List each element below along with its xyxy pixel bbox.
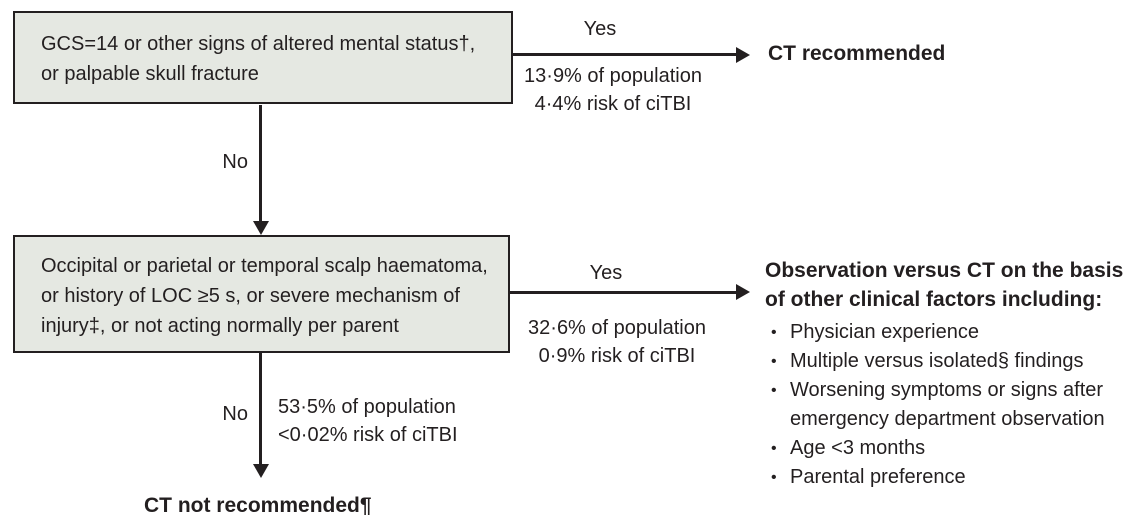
risk-stat: 0·9% risk of ciTBI — [538, 345, 696, 367]
bullet-icon: • — [771, 469, 777, 486]
no-label-1: No — [222, 151, 248, 173]
decision-box-haematoma-line-3: injury‡, or not acting normally per pare… — [41, 315, 399, 337]
yes-label-1: Yes — [583, 18, 617, 40]
bullet-icon: • — [771, 440, 777, 457]
yes-arrow-line-1 — [513, 53, 737, 56]
decision-box-haematoma: Occipital or parietal or temporal scalp … — [13, 235, 510, 353]
list-item: • Physician experience — [765, 318, 1133, 347]
yes-branch-1-stats: 13·9% of population 4·4% risk of ciTBI — [513, 62, 713, 118]
bullet-icon: • — [771, 382, 777, 399]
arrowhead-right-icon — [736, 47, 750, 63]
yes-label-2: Yes — [589, 262, 623, 284]
arrowhead-right-icon — [736, 284, 750, 300]
observation-heading: Observation versus CT on the basis of ot… — [765, 256, 1133, 314]
list-item: • Worsening symptoms or signs after emer… — [765, 376, 1133, 434]
outcome-ct-recommended: CT recommended — [768, 42, 946, 65]
outcome-ct-not-recommended: CT not recommended¶ — [144, 494, 372, 517]
no-label-2: No — [222, 403, 248, 425]
arrowhead-down-icon — [253, 221, 269, 235]
factor-text: Worsening symptoms or signs after emerge… — [790, 379, 1105, 430]
bullet-icon: • — [771, 324, 777, 341]
yes-arrow-line-2 — [510, 291, 736, 294]
decision-box-haematoma-line-1: Occipital or parietal or temporal scalp … — [41, 255, 488, 277]
factor-text: Parental preference — [790, 466, 966, 488]
decision-box-haematoma-line-2: or history of LOC ≥5 s, or severe mechan… — [41, 285, 460, 307]
population-stat: 53·5% of population — [278, 396, 456, 418]
no-arrow-line-1 — [259, 105, 262, 221]
risk-stat: <0·02% risk of ciTBI — [278, 424, 458, 446]
yes-branch-2-stats: 32·6% of population 0·9% risk of ciTBI — [517, 314, 717, 370]
observation-heading-line-1: Observation versus CT on the basis — [765, 259, 1124, 282]
list-item: • Parental preference — [765, 463, 1133, 492]
no-arrow-line-2 — [259, 353, 262, 465]
factor-text: Age <3 months — [790, 437, 926, 459]
factor-text: Physician experience — [790, 321, 979, 343]
bullet-icon: • — [771, 353, 777, 370]
no-branch-2-stats: 53·5% of population <0·02% risk of ciTBI — [278, 393, 498, 449]
population-stat: 13·9% of population — [524, 65, 702, 87]
risk-stat: 4·4% risk of ciTBI — [534, 93, 692, 115]
decision-box-gcs-line-1: GCS=14 or other signs of altered mental … — [41, 33, 476, 55]
decision-box-gcs-line-2: or palpable skull fracture — [41, 63, 259, 85]
factor-text: Multiple versus isolated§ findings — [790, 350, 1084, 372]
observation-heading-line-2: of other clinical factors including: — [765, 288, 1103, 311]
observation-factor-list: • Physician experience • Multiple versus… — [765, 318, 1133, 492]
population-stat: 32·6% of population — [528, 317, 706, 339]
list-item: • Age <3 months — [765, 434, 1133, 463]
arrowhead-down-icon — [253, 464, 269, 478]
observation-outcome-block: Observation versus CT on the basis of ot… — [765, 256, 1133, 492]
list-item: • Multiple versus isolated§ findings — [765, 347, 1133, 376]
decision-box-gcs: GCS=14 or other signs of altered mental … — [13, 11, 513, 104]
